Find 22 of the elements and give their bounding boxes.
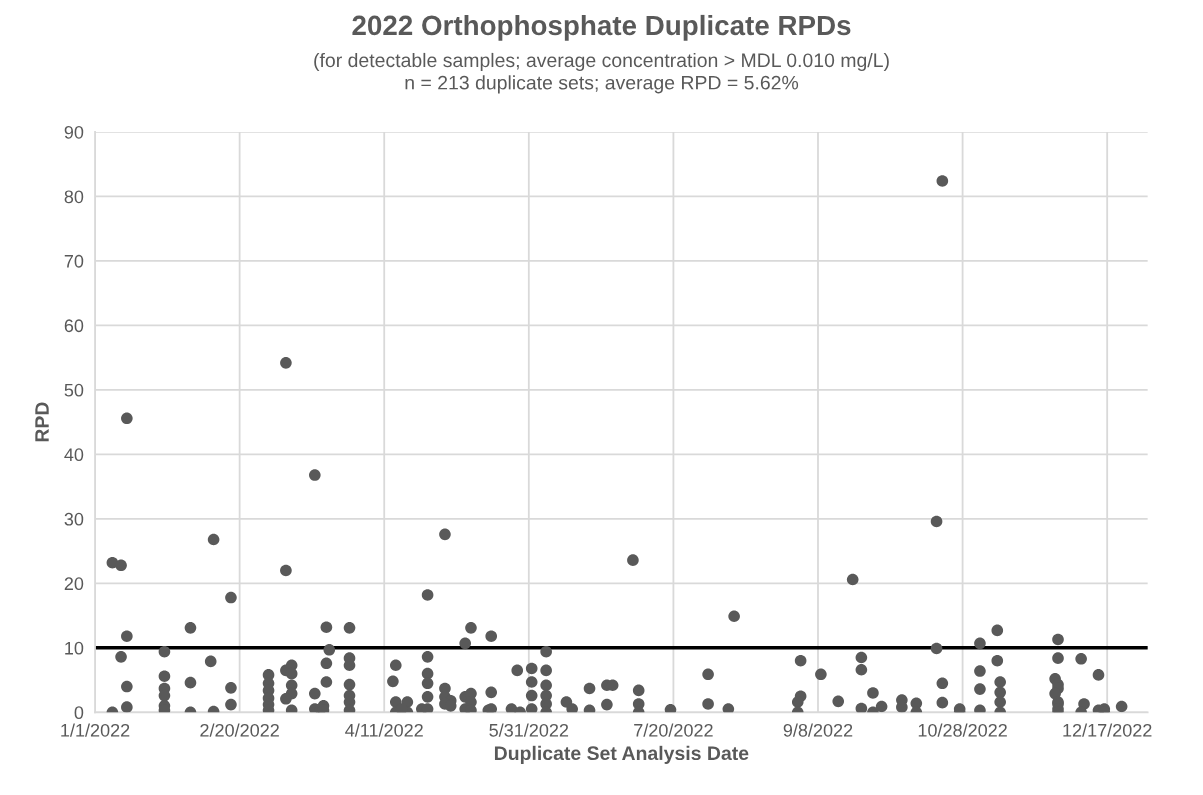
x-tick-label: 4/11/2022 xyxy=(345,723,423,737)
y-tick-label: 90 xyxy=(64,125,84,139)
y-tick-label: 60 xyxy=(64,319,84,333)
y-tick-label: 50 xyxy=(64,383,84,397)
x-tick-label: 5/31/2022 xyxy=(489,723,569,737)
y-tick-label: 40 xyxy=(64,448,84,462)
y-axis-title: RPD xyxy=(35,402,49,442)
y-tick-label: 30 xyxy=(64,512,84,526)
x-tick-label: 7/20/2022 xyxy=(634,723,713,737)
chart-subtitle: (for detectable samples; average concentration > MDL 0.010 mg/L) n = 213 duplicate sets; average RPD = 5.62% xyxy=(314,52,889,94)
y-tick-label: 70 xyxy=(64,254,84,268)
y-tick-label: 10 xyxy=(65,641,84,655)
x-axis-title: Duplicate Set Analysis Date xyxy=(494,745,749,764)
y-tick-label: 0 xyxy=(74,706,84,720)
x-tick-label: 12/17/2022 xyxy=(1063,723,1152,737)
y-tick-label: 20 xyxy=(64,577,84,591)
chart-title: 2022 Orthophosphate Duplicate RPDs xyxy=(352,14,851,41)
y-tick-label: 80 xyxy=(64,190,84,204)
x-tick-label: 9/8/2022 xyxy=(783,723,853,737)
x-tick-label: 2/20/2022 xyxy=(200,723,279,737)
x-tick-label: 1/1/2022 xyxy=(61,723,130,737)
x-tick-label: 10/28/2022 xyxy=(918,723,1007,737)
